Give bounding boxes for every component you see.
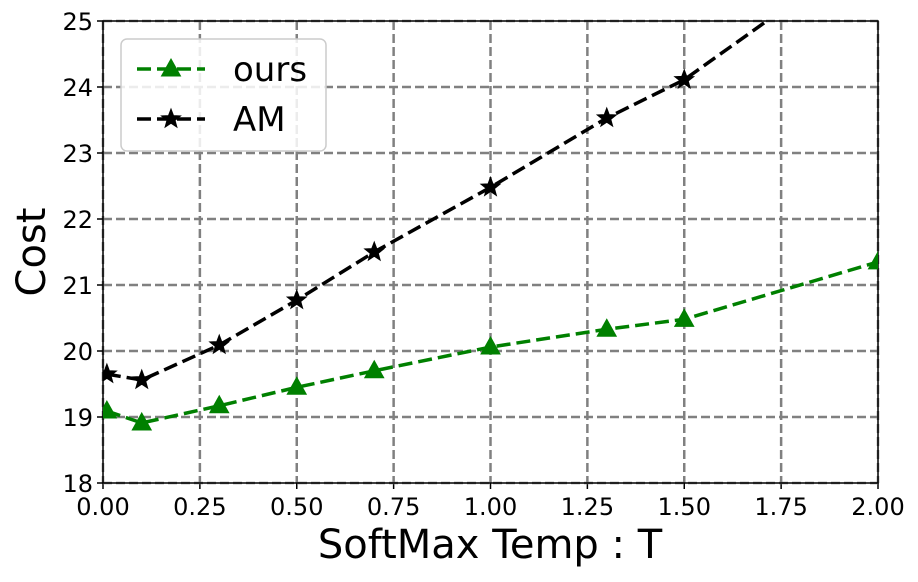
y-tick-label: 23: [62, 140, 93, 168]
x-tick-label: 1.00: [464, 493, 517, 521]
data-point: [673, 308, 695, 327]
y-tick-label: 21: [62, 272, 93, 300]
data-point: [867, 250, 878, 270]
series-line: [106, 260, 878, 425]
x-tick-label: 0.50: [270, 493, 323, 521]
data-point: [363, 359, 385, 379]
data-point: [596, 318, 618, 337]
y-tick-label: 19: [62, 404, 93, 432]
plot-area: [103, 21, 878, 431]
x-tick-label: 0.75: [367, 493, 420, 521]
y-tick-label: 24: [62, 74, 93, 102]
x-tick-label: 1.75: [754, 493, 807, 521]
data-point: [286, 376, 308, 395]
y-tick-label: 20: [62, 338, 93, 366]
x-axis-label: SoftMax Temp : T: [318, 522, 663, 568]
data-point: [480, 336, 501, 355]
data-point: [595, 106, 618, 128]
data-point: [285, 288, 308, 310]
data-point: [208, 394, 230, 414]
legend-label: AM: [233, 100, 286, 140]
legend-label: ours: [233, 50, 307, 90]
x-tick-label: 1.50: [658, 493, 711, 521]
legend: ours AM: [120, 38, 327, 152]
x-tick-label: 0.00: [76, 493, 129, 521]
data-point: [363, 240, 386, 262]
x-tick-label: 0.25: [173, 493, 226, 521]
data-point: [103, 362, 118, 384]
data-point: [208, 333, 231, 355]
legend-marker: [160, 107, 182, 129]
data-point: [103, 400, 118, 419]
data-point: [130, 368, 153, 390]
y-tick-label: 22: [62, 206, 93, 234]
y-axis-label: Cost: [9, 208, 55, 297]
x-tick-label: 1.25: [561, 493, 614, 521]
x-tick-label: 2.00: [851, 493, 904, 521]
data-point: [673, 68, 696, 89]
y-tick-label: 25: [62, 8, 93, 36]
data-point: [479, 175, 502, 197]
data-point: [131, 411, 153, 431]
y-tick-label: 18: [62, 470, 93, 498]
legend-marker: [160, 57, 182, 77]
